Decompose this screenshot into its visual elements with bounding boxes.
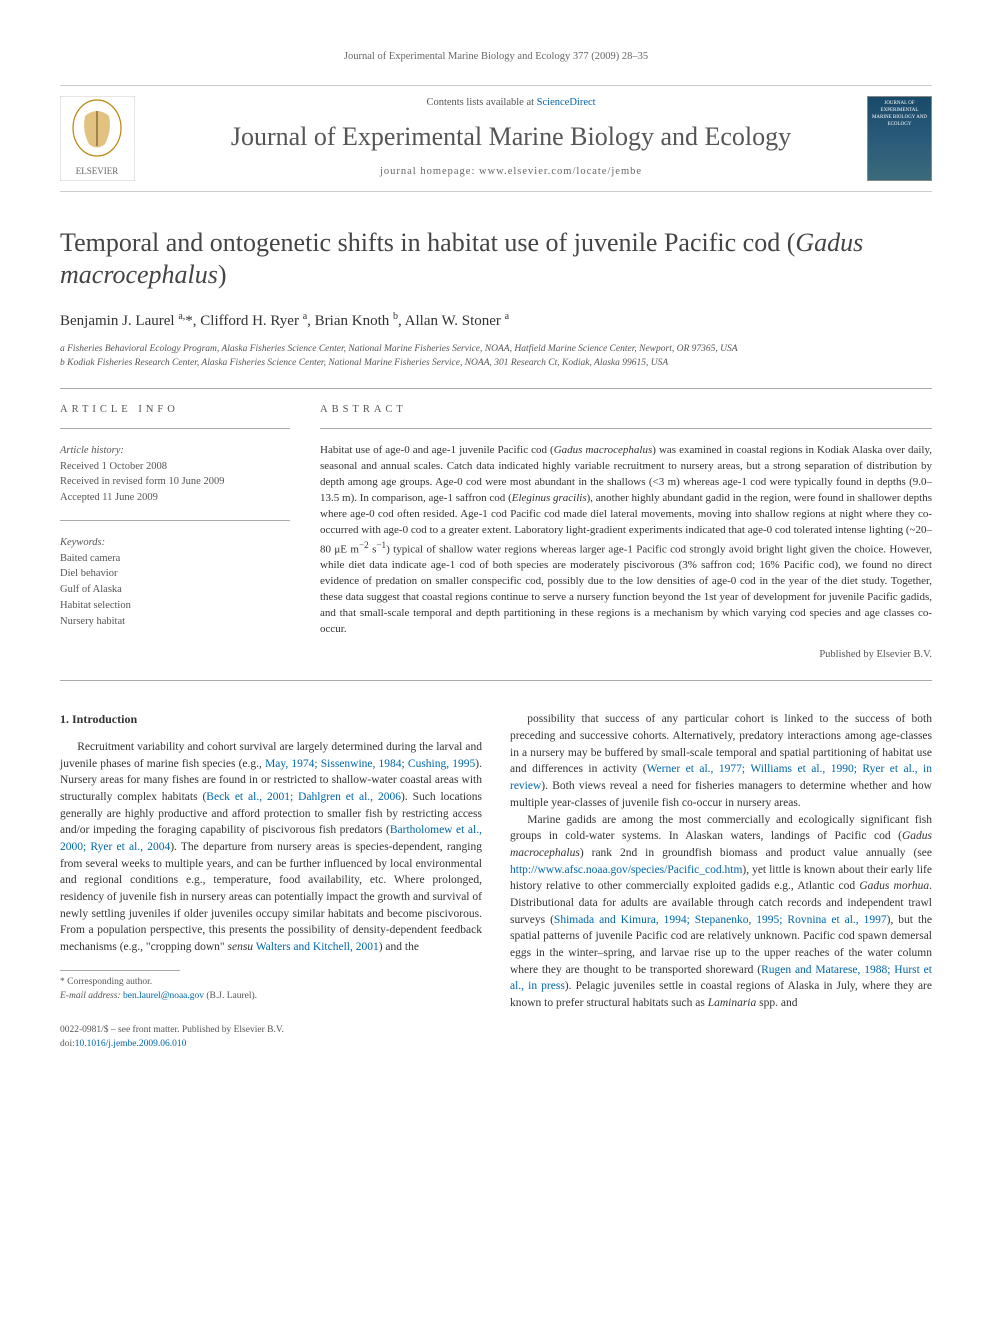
abstract-text: Habitat use of age-0 and age-1 juvenile … — [320, 443, 932, 638]
history-label: Article history: — [60, 443, 290, 459]
journal-name: Journal of Experimental Marine Biology a… — [155, 119, 867, 155]
keyword: Gulf of Alaska — [60, 582, 290, 598]
affiliations: a Fisheries Behavioral Ecology Program, … — [60, 342, 932, 371]
homepage-prefix: journal homepage: — [380, 166, 479, 177]
bottom-meta: 0022-0981/$ – see front matter. Publishe… — [60, 1023, 482, 1052]
body-text: 1. Introduction Recruitment variability … — [60, 711, 932, 1051]
history-item: Received 1 October 2008 — [60, 459, 290, 475]
section-heading: 1. Introduction — [60, 711, 482, 728]
elsevier-logo: ELSEVIER — [60, 96, 135, 181]
keyword: Nursery habitat — [60, 614, 290, 630]
homepage-line: journal homepage: www.elsevier.com/locat… — [155, 165, 867, 180]
sciencedirect-link[interactable]: ScienceDirect — [537, 97, 596, 108]
rule — [60, 680, 932, 681]
contents-line: Contents lists available at ScienceDirec… — [155, 96, 867, 111]
footnotes: * Corresponding author. E-mail address: … — [60, 975, 482, 1004]
homepage-url: www.elsevier.com/locate/jembe — [479, 166, 642, 177]
history-item: Received in revised form 10 June 2009 — [60, 474, 290, 490]
contents-prefix: Contents lists available at — [426, 97, 536, 108]
rule — [60, 428, 290, 429]
keywords-label: Keywords: — [60, 535, 290, 551]
doi-link[interactable]: 10.1016/j.jembe.2009.06.010 — [75, 1039, 187, 1049]
keywords-block: Keywords: Baited camera Diel behavior Gu… — [60, 535, 290, 630]
author-list: Benjamin J. Laurel a,*, Clifford H. Ryer… — [60, 310, 932, 332]
body-paragraph: Recruitment variability and cohort survi… — [60, 739, 482, 956]
affiliation: a Fisheries Behavioral Ecology Program, … — [60, 342, 932, 356]
body-paragraph: possibility that success of any particul… — [510, 711, 932, 811]
doi-prefix: doi: — [60, 1039, 75, 1049]
email-suffix: (B.J. Laurel). — [204, 991, 257, 1001]
corresponding-author: * Corresponding author. — [60, 975, 482, 989]
footnote-rule — [60, 970, 180, 971]
body-paragraph: Marine gadids are among the most commerc… — [510, 812, 932, 1012]
rule — [320, 428, 932, 429]
svg-text:ELSEVIER: ELSEVIER — [76, 166, 119, 176]
article-title: Temporal and ontogenetic shifts in habit… — [60, 227, 932, 292]
affiliation: b Kodiak Fisheries Research Center, Alas… — [60, 356, 932, 370]
author-email-link[interactable]: ben.laurel@noaa.gov — [123, 991, 204, 1001]
history-item: Accepted 11 June 2009 — [60, 490, 290, 506]
masthead: ELSEVIER Contents lists available at Sci… — [60, 85, 932, 192]
running-header: Journal of Experimental Marine Biology a… — [60, 50, 932, 65]
rule — [60, 388, 932, 389]
publisher-line: Published by Elsevier B.V. — [320, 648, 932, 663]
journal-cover-thumb: JOURNAL OF EXPERIMENTAL MARINE BIOLOGY A… — [867, 96, 932, 181]
article-info-heading: ARTICLE INFO — [60, 403, 290, 418]
rule — [60, 520, 290, 521]
keyword: Baited camera — [60, 551, 290, 567]
article-history: Article history: Received 1 October 2008… — [60, 443, 290, 506]
keyword: Habitat selection — [60, 598, 290, 614]
email-label: E-mail address: — [60, 991, 123, 1001]
front-matter-line: 0022-0981/$ – see front matter. Publishe… — [60, 1023, 482, 1037]
abstract-heading: ABSTRACT — [320, 403, 932, 418]
keyword: Diel behavior — [60, 566, 290, 582]
